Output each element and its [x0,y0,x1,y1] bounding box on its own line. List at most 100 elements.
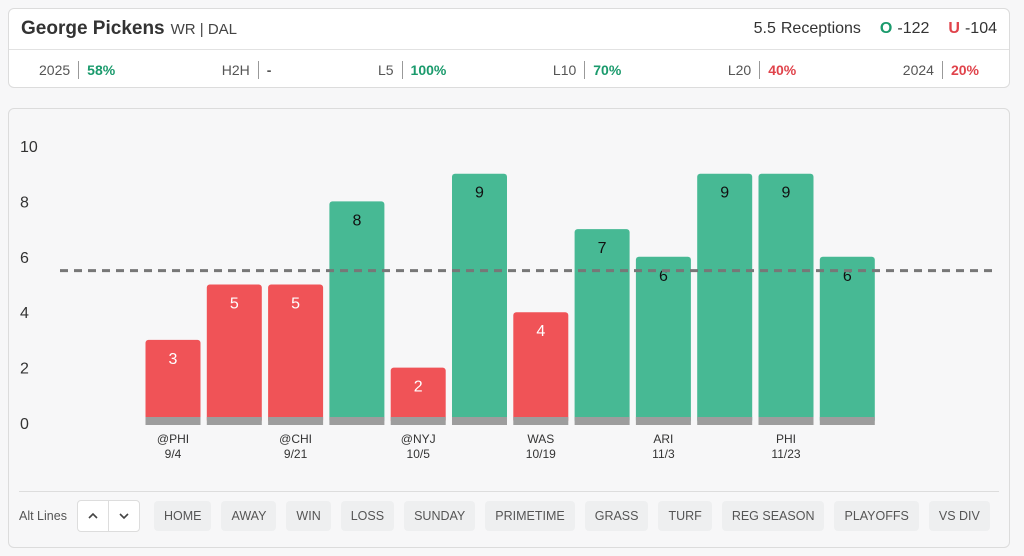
y-tick-label: 2 [20,361,29,378]
y-tick-label: 10 [20,139,38,156]
stat: L20 40% [728,61,796,79]
bar [452,173,507,423]
value-label: 5 [291,296,300,313]
down-button[interactable] [107,501,139,531]
bar [390,367,446,423]
stat-label: L20 [727,62,752,78]
over-odds[interactable]: -122 [897,20,930,37]
value-label: 9 [782,185,791,202]
filter-button[interactable]: REG SEASON [721,501,825,531]
bar [268,284,324,423]
stat: 2025 58% [39,61,115,79]
player-position: WR | DAL [170,20,238,38]
value-label: 9 [720,185,729,202]
under-label[interactable]: U [948,20,960,37]
stat: H2H - [221,61,272,79]
chart-card: 0 2 4 6 8 10 3 @PHI 9/4 5 5 @CHI 9/21 8 2 @NYJ 10/5 9 4 WAS… [8,108,1010,548]
y-tick-label: 4 [20,305,29,322]
bar-base [513,417,569,425]
bar [206,284,262,423]
up-button[interactable] [78,501,108,531]
stat-divider [257,61,259,79]
filters: Alt Lines HOME AWAY WIN LOSS SUNDAY PRIMETIME… [19,491,999,540]
filter-button[interactable]: PRIMETIME [485,501,575,531]
bar-base [574,417,630,425]
stat: L5 100% [378,61,446,79]
filter-button[interactable]: LOSS [340,501,395,531]
x-tick-date: 9/21 [284,447,308,461]
bar-base [145,417,201,425]
value-label: 2 [414,379,423,396]
value-label: 6 [843,268,852,285]
bar-base [819,417,875,425]
filter-button[interactable]: TURF [658,501,712,531]
x-tick-label: PHI [776,432,796,446]
y-tick-label: 0 [20,416,29,433]
filter-button[interactable]: VS DIV [928,501,990,531]
x-tick-date: 10/5 [407,447,431,461]
stat-divider [401,61,403,79]
bar-base [697,417,753,425]
bar-base [268,417,324,425]
bar [758,173,814,423]
bar-base [758,417,814,425]
bar-base [452,417,507,425]
value-label: 7 [598,240,607,257]
x-tick-label: WAS [527,432,554,446]
over-label[interactable]: O [879,20,893,37]
bar [819,256,875,423]
filter-button[interactable]: PLAYOFFS [834,501,919,531]
prop: 5.5 Receptions O -122 U -104 [754,20,997,38]
x-tick-label: ARI [653,432,673,446]
bar-base [390,417,446,425]
filter-button[interactable]: HOME [153,501,212,531]
stat-label: 2025 [39,62,71,78]
x-tick-label: @CHI [279,432,312,446]
player-name: George Pickens [21,18,165,39]
bar-base [329,417,385,425]
stat-value: 100% [410,62,447,78]
y-tick-label: 8 [20,194,29,211]
x-tick-label: @NYJ [401,432,436,446]
value-label: 5 [230,296,239,313]
value-label: 9 [475,185,484,202]
bar [697,173,753,423]
arrow-buttons [76,500,140,532]
stat-value: - [266,62,272,78]
stat-value: 40% [768,62,797,78]
bar [329,201,385,423]
filter-button[interactable]: SUNDAY [404,501,476,531]
filter-button[interactable]: GRASS [584,501,649,531]
prop-card: George Pickens WR | DAL 5.5 Receptions O… [8,8,1010,88]
x-tick-date: 9/4 [165,447,182,461]
prop-line: 5.5 [753,20,776,37]
stat-divider [78,61,80,79]
filter-button[interactable]: AWAY [221,501,277,531]
value-label: 8 [352,212,361,229]
x-tick-date: 11/23 [771,447,800,461]
alt-lines-label: Alt Lines [19,509,67,523]
value-label: 6 [659,268,668,285]
stat-value: 20% [950,62,979,78]
value-label: 3 [169,351,178,368]
bar [513,312,569,423]
stat: 2024 20% [903,61,979,79]
stat-divider [584,61,586,79]
stat-label: 2024 [902,62,934,78]
stat-divider [759,61,761,79]
stat-value: 58% [87,62,116,78]
value-label: 4 [536,323,545,340]
filter-button[interactable]: WIN [286,501,331,531]
y-tick-label: 6 [20,250,29,267]
under-odds[interactable]: -104 [964,20,997,37]
x-tick-label: @PHI [157,432,189,446]
stat: L10 70% [553,61,621,79]
stats-row: 2025 58% H2H - L5 100% L10 70% L20 40% 2024 20% [9,50,1009,90]
bar [145,339,201,423]
header: George Pickens WR | DAL 5.5 Receptions O… [9,9,1009,50]
stat-label: H2H [221,62,250,78]
bar [574,229,630,423]
bar [635,256,691,423]
